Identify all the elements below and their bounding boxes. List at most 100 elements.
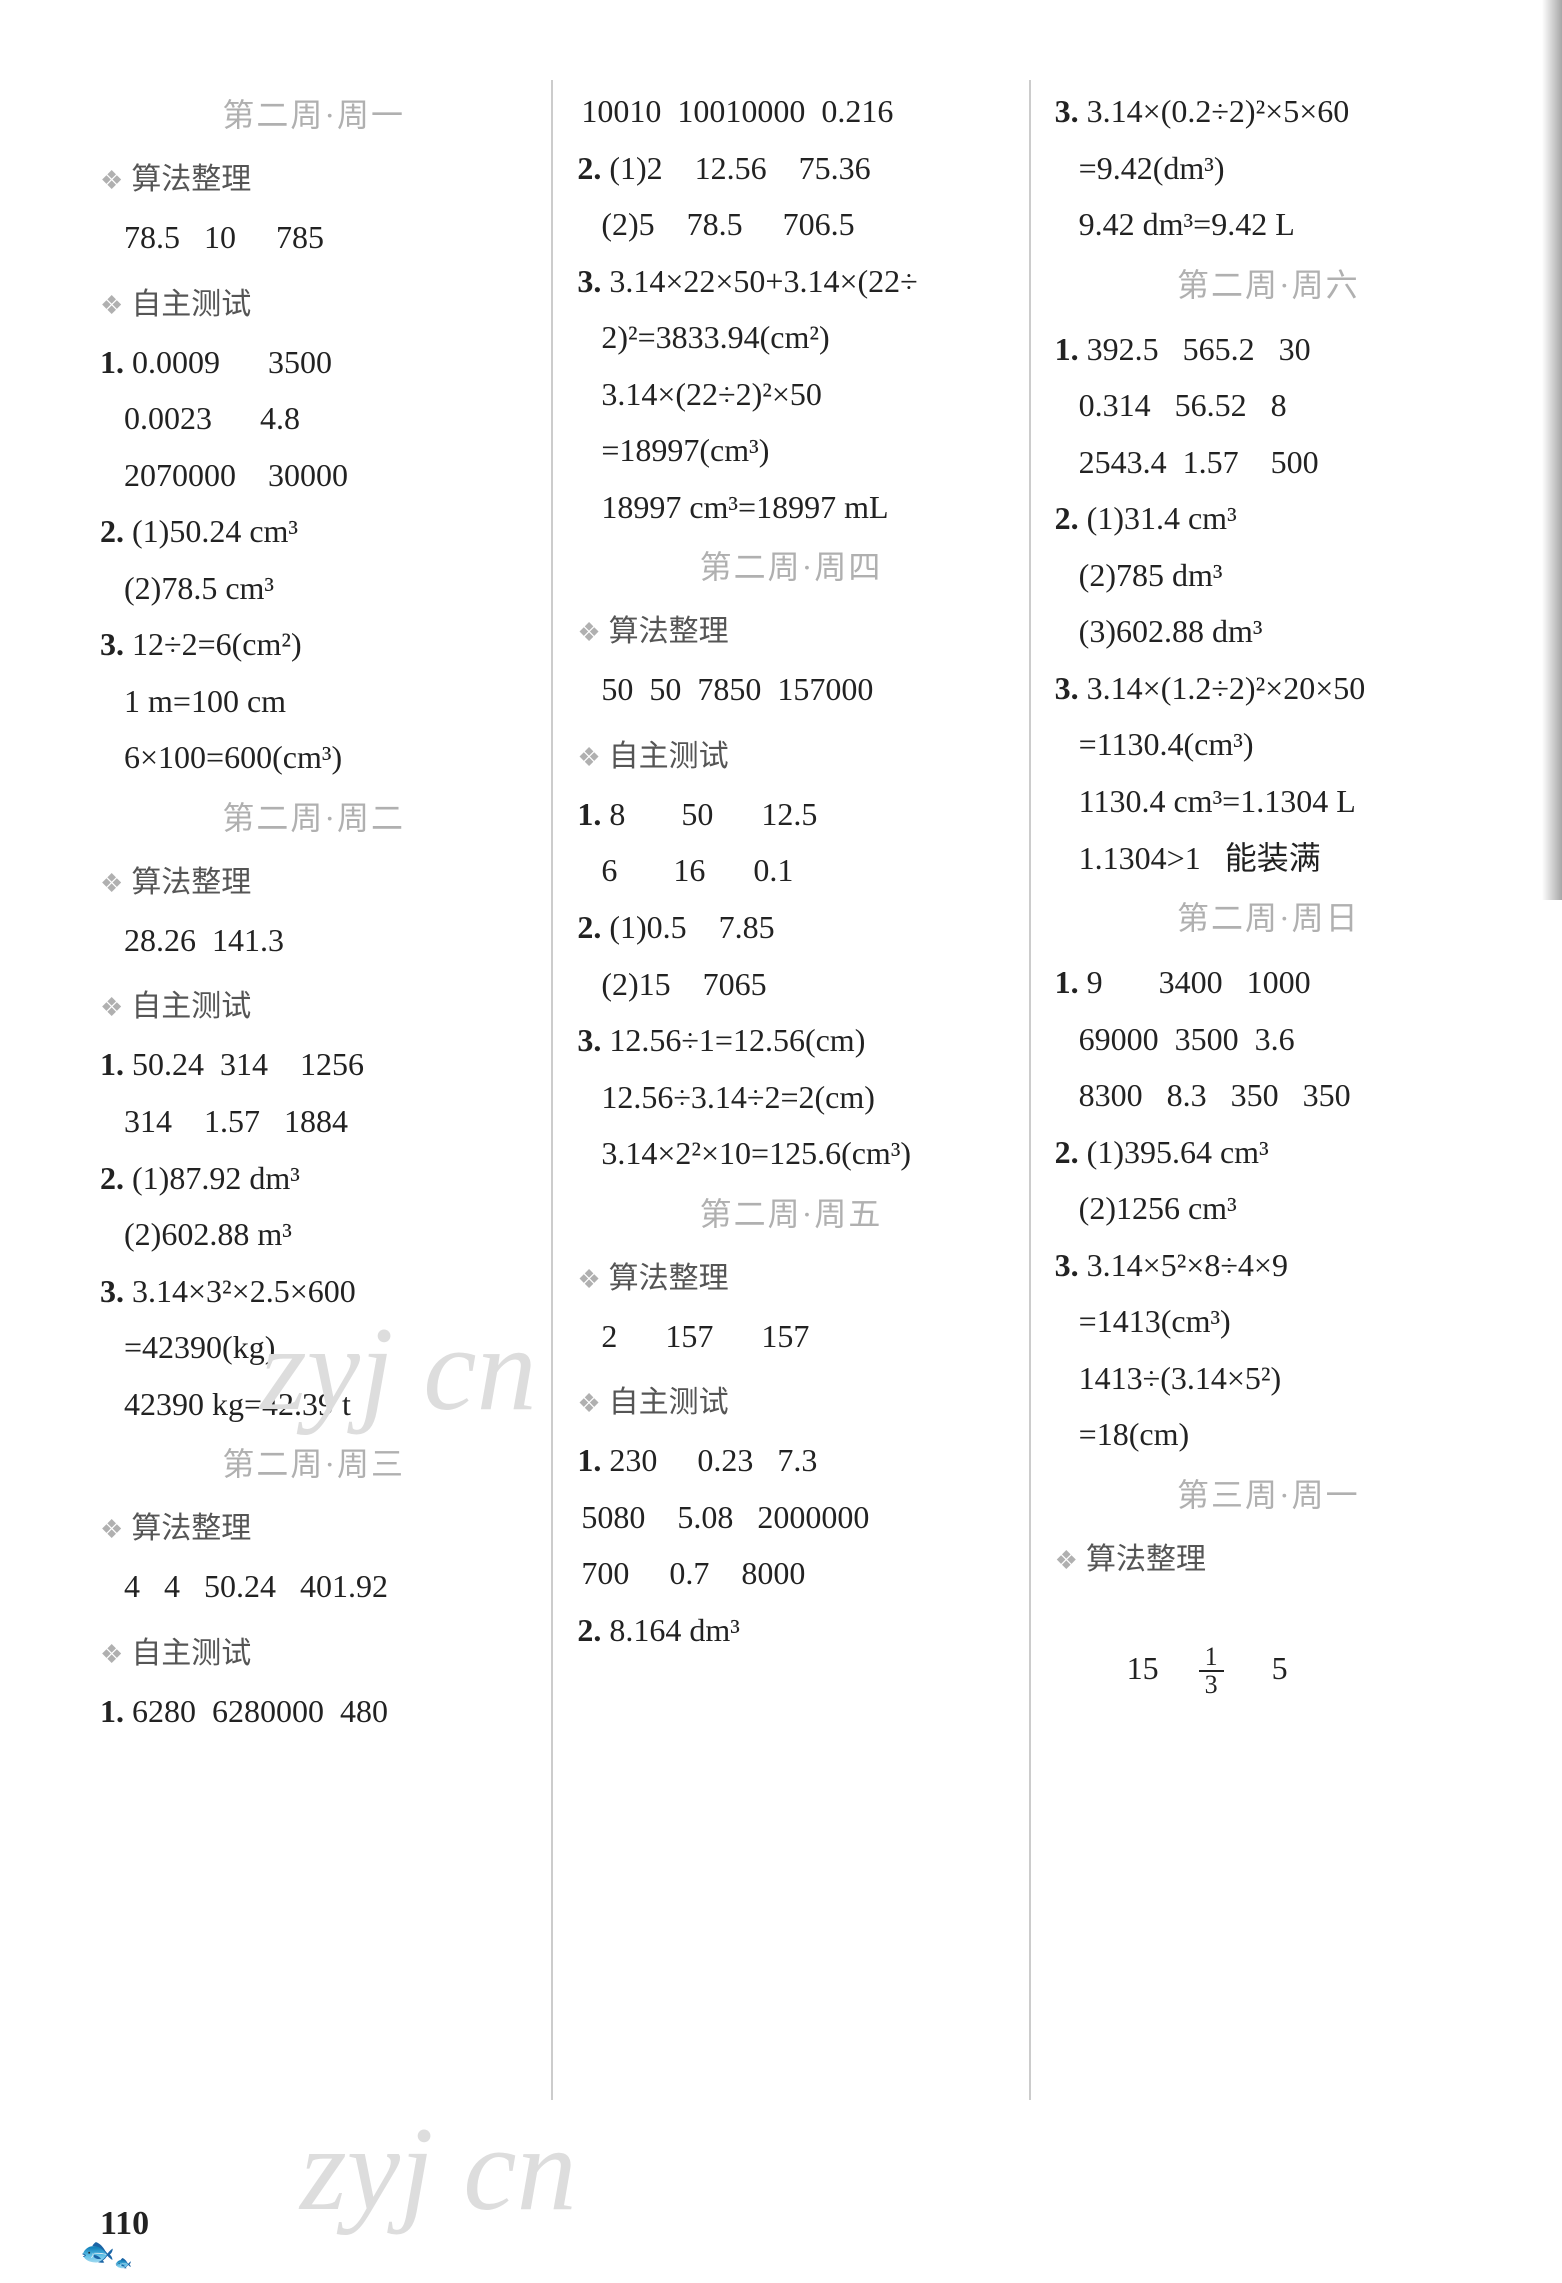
answer-text: 9 3400 1000	[1087, 964, 1311, 1000]
answer-line: 2543.4 1.57 500	[1079, 437, 1482, 488]
answer-line: (2)5 78.5 706.5	[601, 199, 1004, 250]
answer-line: 2. (1)31.4 cm³	[1055, 493, 1482, 544]
answer-line: 15 13 5	[1079, 1592, 1482, 1749]
week-heading: 第二周·周一	[100, 90, 527, 136]
answer-text: 0.0009 3500	[132, 344, 332, 380]
answer-line: 314 1.57 1884	[124, 1096, 527, 1147]
answer-line: 1130.4 cm³=1.1304 L	[1079, 776, 1482, 827]
section-heading: 自主测试	[577, 1377, 1004, 1421]
fraction-numerator: 1	[1199, 1644, 1224, 1672]
answer-line: 1. 50.24 314 1256	[100, 1039, 527, 1090]
answer-line: 1. 8 50 12.5	[577, 789, 1004, 840]
answer-line: =18997(cm³)	[601, 425, 1004, 476]
answer-line: 2. (1)0.5 7.85	[577, 902, 1004, 953]
week-heading: 第二周·周五	[577, 1189, 1004, 1235]
fraction: 13	[1199, 1644, 1224, 1698]
answer-text: 3.14×(0.2÷2)²×5×60	[1087, 93, 1350, 129]
answer-line: 3.14×2²×10=125.6(cm³)	[601, 1128, 1004, 1179]
answer-text: (1)395.64 cm³	[1087, 1134, 1269, 1170]
answer-line: 2)²=3833.94(cm²)	[601, 312, 1004, 363]
answer-line: 8300 8.3 350 350	[1079, 1070, 1482, 1121]
fish-icon: 🐟🐟	[80, 2235, 132, 2273]
answer-text: (1)50.24 cm³	[132, 513, 298, 549]
answer-line: 3. 3.14×(1.2÷2)²×20×50	[1055, 663, 1482, 714]
answer-line: 1.1304>1 能装满	[1079, 833, 1482, 884]
column-3: 3. 3.14×(0.2÷2)²×5×60 =9.42(dm³) 9.42 dm…	[1035, 80, 1502, 2100]
answer-line: =1130.4(cm³)	[1079, 719, 1482, 770]
section-heading: 算法整理	[577, 1253, 1004, 1297]
answer-line: 1413÷(3.14×5²)	[1079, 1353, 1482, 1404]
section-heading: 自主测试	[100, 981, 527, 1025]
answer-text: (1)0.5 7.85	[609, 909, 774, 945]
answer-line: 1. 9 3400 1000	[1055, 957, 1482, 1008]
answer-line: =18(cm)	[1079, 1409, 1482, 1460]
section-heading: 算法整理	[1055, 1534, 1482, 1578]
answer-line: 1. 392.5 565.2 30	[1055, 324, 1482, 375]
answer-text: 230 0.23 7.3	[609, 1442, 817, 1478]
answer-text: 392.5 565.2 30	[1087, 331, 1311, 367]
answer-line: (2)602.88 m³	[124, 1209, 527, 1260]
answer-line: 28.26 141.3	[124, 915, 527, 966]
answer-line: 1. 0.0009 3500	[100, 337, 527, 388]
answer-line: 69000 3500 3.6	[1079, 1014, 1482, 1065]
week-heading: 第二周·周四	[577, 542, 1004, 588]
answer-line: 0.314 56.52 8	[1079, 380, 1482, 431]
answer-line: 2. (1)2 12.56 75.36	[577, 143, 1004, 194]
answer-line: 3. 3.14×5²×8÷4×9	[1055, 1240, 1482, 1291]
answer-line: 3. 12.56÷1=12.56(cm)	[577, 1015, 1004, 1066]
answer-line: 2. (1)395.64 cm³	[1055, 1127, 1482, 1178]
answer-text: 12÷2=6(cm²)	[132, 626, 302, 662]
answer-line: 3. 3.14×22×50+3.14×(22÷	[577, 256, 1004, 307]
week-heading: 第二周·周日	[1055, 893, 1482, 939]
column-divider	[551, 80, 553, 2100]
week-heading: 第二周·周二	[100, 793, 527, 839]
answer-text: 15	[1127, 1650, 1159, 1686]
answer-line: =1413(cm³)	[1079, 1296, 1482, 1347]
answer-line: 2. (1)50.24 cm³	[100, 506, 527, 557]
answer-line: (2)15 7065	[601, 959, 1004, 1010]
answer-line: 1. 6280 6280000 480	[100, 1686, 527, 1737]
section-heading: 自主测试	[100, 1628, 527, 1672]
answer-line: 3. 3.14×3²×2.5×600	[100, 1266, 527, 1317]
answer-text: 3.14×22×50+3.14×(22÷	[609, 263, 917, 299]
answer-line: 3. 3.14×(0.2÷2)²×5×60	[1055, 86, 1482, 137]
answer-line: (3)602.88 dm³	[1079, 606, 1482, 657]
answer-line: 9.42 dm³=9.42 L	[1079, 199, 1482, 250]
week-heading: 第三周·周一	[1055, 1470, 1482, 1516]
answer-line: 78.5 10 785	[124, 212, 527, 263]
answer-text: 3.14×(1.2÷2)²×20×50	[1087, 670, 1366, 706]
answer-line: 50 50 7850 157000	[601, 664, 1004, 715]
page-content: 第二周·周一 算法整理 78.5 10 785 自主测试 1. 0.0009 3…	[0, 0, 1562, 2140]
answer-line: =9.42(dm³)	[1079, 143, 1482, 194]
answer-line: 2 157 157	[601, 1311, 1004, 1362]
section-heading: 自主测试	[577, 731, 1004, 775]
column-divider	[1029, 80, 1031, 2100]
binding-shadow	[1542, 0, 1562, 900]
answer-text: 8.164 dm³	[609, 1612, 739, 1648]
answer-line: (2)78.5 cm³	[124, 563, 527, 614]
answer-line: 0.0023 4.8	[124, 393, 527, 444]
answer-line: 3.14×(22÷2)²×50	[601, 369, 1004, 420]
section-heading: 自主测试	[100, 279, 527, 323]
answer-line: 3. 12÷2=6(cm²)	[100, 619, 527, 670]
answer-text: 8 50 12.5	[609, 796, 817, 832]
answer-line: 1 m=100 cm	[124, 676, 527, 727]
answer-text: (1)87.92 dm³	[132, 1160, 300, 1196]
column-1: 第二周·周一 算法整理 78.5 10 785 自主测试 1. 0.0009 3…	[80, 80, 547, 2100]
answer-line: 5080 5.08 2000000	[581, 1492, 1004, 1543]
week-heading: 第二周·周三	[100, 1439, 527, 1485]
section-heading: 算法整理	[100, 857, 527, 901]
answer-text: 5	[1272, 1650, 1288, 1686]
answer-line: (2)1256 cm³	[1079, 1183, 1482, 1234]
answer-line: 4 4 50.24 401.92	[124, 1561, 527, 1612]
answer-text: (1)2 12.56 75.36	[609, 150, 870, 186]
answer-line: 2. 8.164 dm³	[577, 1605, 1004, 1656]
answer-line: =42390(kg)	[124, 1322, 527, 1373]
answer-line: 2070000 30000	[124, 450, 527, 501]
section-heading: 算法整理	[577, 606, 1004, 650]
answer-line: 6×100=600(cm³)	[124, 732, 527, 783]
answer-text: (1)31.4 cm³	[1087, 500, 1237, 536]
answer-line: 10010 10010000 0.216	[581, 86, 1004, 137]
answer-line: 6 16 0.1	[601, 845, 1004, 896]
answer-line: 42390 kg=42.39 t	[124, 1379, 527, 1430]
